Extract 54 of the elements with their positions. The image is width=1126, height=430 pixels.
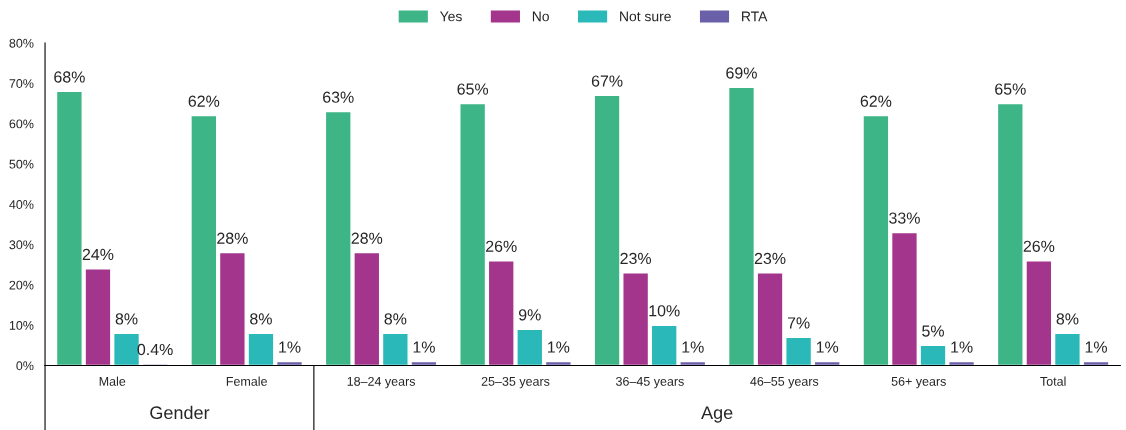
text: Gender	[150, 405, 210, 420]
data-label: 63%	[323, 91, 354, 103]
data-label: 26%	[1023, 240, 1055, 252]
data-label: 23%	[620, 252, 652, 265]
data-label: 23%	[754, 252, 786, 265]
x-tick-label: 46–55 years	[750, 376, 819, 389]
legend-label: RTA	[742, 11, 768, 22]
data-label: 1%	[279, 341, 301, 353]
data-label: 1%	[1085, 341, 1107, 353]
data-label: 62%	[188, 95, 220, 107]
data-label: 26%	[486, 240, 517, 252]
y-tick-label: 60%	[9, 119, 34, 129]
data-label: 62%	[860, 95, 892, 107]
data-label: 7%	[787, 317, 810, 329]
x-tick-label: Female	[226, 376, 267, 386]
data-label: 10%	[649, 305, 680, 317]
data-label: 1%	[548, 341, 570, 353]
data-label: 69%	[726, 67, 757, 79]
y-tick-label: 30%	[9, 240, 34, 250]
x-tick-label: Male	[99, 376, 126, 386]
y-tick-label: 80%	[9, 38, 34, 48]
data-label: 65%	[457, 83, 489, 95]
data-label: 67%	[591, 75, 623, 87]
y-tick-label: 40%	[9, 200, 34, 209]
data-label: 65%	[995, 83, 1026, 95]
data-label: 33%	[889, 212, 920, 224]
x-tick-label: 25–35 years	[481, 376, 550, 389]
data-label: 1%	[951, 341, 973, 353]
y-tick-label: 70%	[9, 79, 34, 88]
data-label: 5%	[922, 325, 944, 337]
x-tick-label: Total	[1040, 376, 1066, 386]
data-label: 8%	[250, 313, 272, 325]
data-label: 28%	[351, 232, 383, 244]
data-label: 1%	[413, 341, 435, 353]
legend-label: No	[532, 11, 549, 22]
text: Age	[701, 406, 733, 423]
y-tick-label: 20%	[9, 280, 34, 290]
data-label: 8%	[1056, 313, 1079, 325]
data-label: 1%	[816, 341, 839, 353]
x-tick-label: 18–24 years	[347, 376, 416, 389]
data-label: 68%	[54, 71, 85, 83]
data-label: 8%	[384, 313, 407, 325]
y-tick-label: 10%	[9, 320, 34, 330]
y-tick-label: 50%	[9, 159, 34, 169]
data-label: 28%	[217, 232, 248, 244]
data-label: 8%	[115, 313, 138, 325]
legend-label: Yes	[439, 11, 462, 22]
legend-label: Not sure	[620, 11, 671, 22]
data-label: 24%	[82, 248, 114, 260]
data-label: 1%	[682, 341, 704, 353]
data-label: 9%	[518, 309, 541, 321]
x-tick-label: 56+ years	[891, 376, 946, 389]
x-tick-label: 36–45 years	[615, 376, 684, 389]
y-tick-label: 0%	[16, 361, 34, 371]
